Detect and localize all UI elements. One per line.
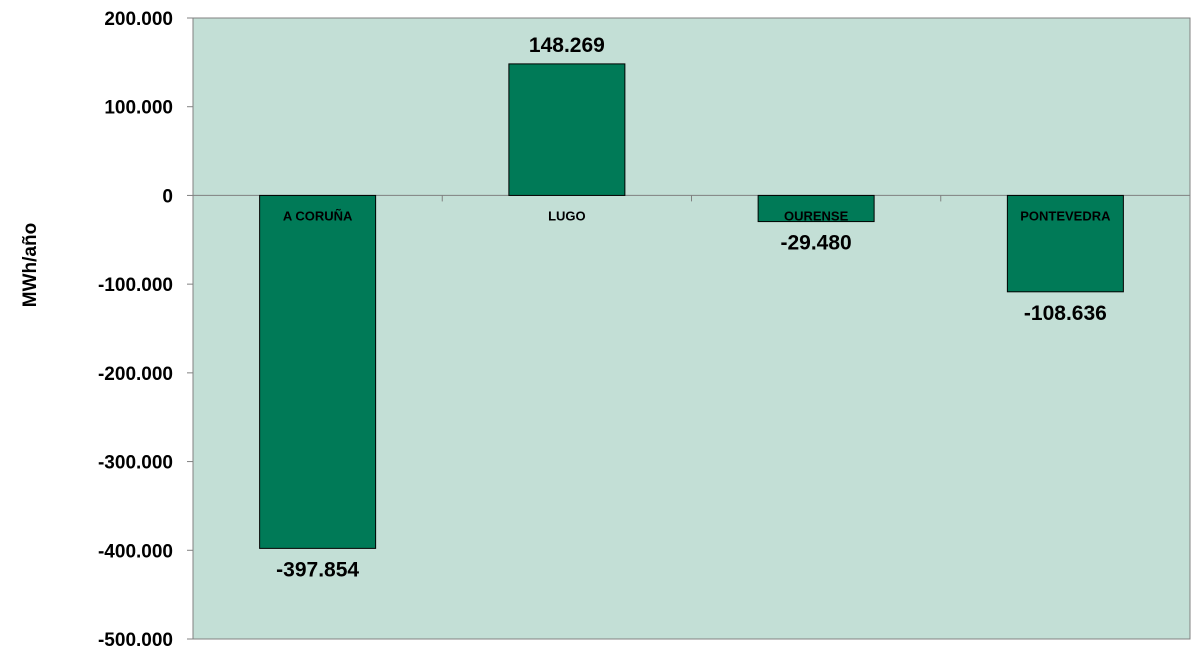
y-tick-label: 0 <box>162 186 173 207</box>
y-axis-ticks: 200.000 100.000 0 -100.000 -200.000 -300.000 -… <box>98 9 193 651</box>
y-tick-label: -100.000 <box>98 275 173 296</box>
y-tick-label: 100.000 <box>104 98 173 119</box>
y-tick-label: 200.000 <box>104 9 173 30</box>
y-tick-label: -400.000 <box>98 541 173 562</box>
bar <box>1006 194 1124 293</box>
data-label: -108.636 <box>1024 302 1107 325</box>
bars <box>259 63 1124 549</box>
bar <box>508 63 626 196</box>
data-labels: -397.854 148.269 -29.480 -108.636 <box>276 34 1107 581</box>
y-tick-label: -500.000 <box>98 630 173 651</box>
bar <box>757 194 875 223</box>
y-axis-title: MWh/año <box>20 223 41 307</box>
data-label: -29.480 <box>781 232 852 255</box>
data-label: 148.269 <box>529 34 605 57</box>
category-label: A CORUÑA <box>283 208 353 223</box>
category-label: PONTEVEDRA <box>1020 208 1111 223</box>
category-labels: A CORUÑA LUGO OURENSE PONTEVEDRA <box>283 208 1111 223</box>
category-label: LUGO <box>548 208 586 223</box>
data-label: -397.854 <box>276 558 359 581</box>
y-tick-label: -300.000 <box>98 453 173 474</box>
bar <box>259 194 377 549</box>
y-tick-label: -200.000 <box>98 364 173 385</box>
category-label: OURENSE <box>784 208 849 223</box>
